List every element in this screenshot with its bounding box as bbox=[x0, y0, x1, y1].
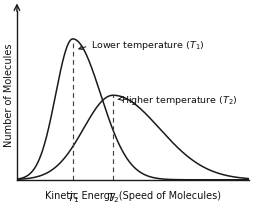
Text: $T_1$: $T_1$ bbox=[67, 192, 79, 205]
Text: $T_2$: $T_2$ bbox=[107, 192, 119, 205]
Y-axis label: Number of Molecules: Number of Molecules bbox=[4, 43, 14, 147]
Text: Lower temperature ($T_1$): Lower temperature ($T_1$) bbox=[79, 40, 205, 52]
X-axis label: Kinetic Energy (Speed of Molecules): Kinetic Energy (Speed of Molecules) bbox=[45, 191, 221, 201]
Text: Higher temperature ($T_2$): Higher temperature ($T_2$) bbox=[118, 94, 237, 107]
